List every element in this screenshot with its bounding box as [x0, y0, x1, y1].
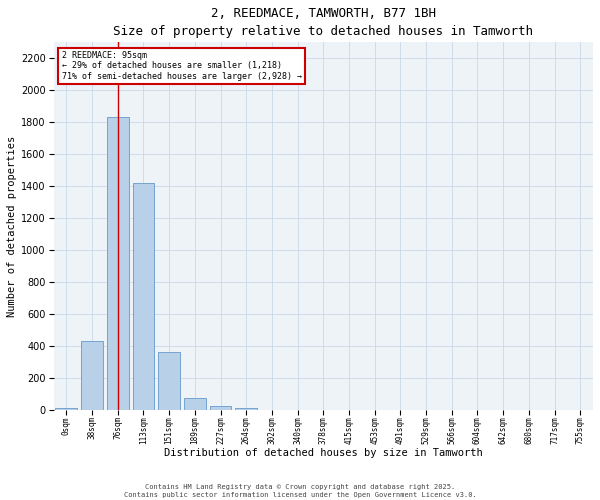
- Bar: [107, 117, 128, 410]
- Bar: [55, 408, 77, 410]
- Bar: [235, 408, 257, 410]
- Bar: [81, 341, 103, 410]
- Text: 2 REEDMACE: 95sqm
← 29% of detached houses are smaller (1,218)
71% of semi-detac: 2 REEDMACE: 95sqm ← 29% of detached hous…: [62, 51, 302, 81]
- Text: Contains HM Land Registry data © Crown copyright and database right 2025.
Contai: Contains HM Land Registry data © Crown c…: [124, 484, 476, 498]
- Bar: [209, 406, 232, 410]
- Title: 2, REEDMACE, TAMWORTH, B77 1BH
Size of property relative to detached houses in T: 2, REEDMACE, TAMWORTH, B77 1BH Size of p…: [113, 7, 533, 38]
- Bar: [158, 352, 180, 410]
- X-axis label: Distribution of detached houses by size in Tamworth: Distribution of detached houses by size …: [164, 448, 482, 458]
- Bar: [133, 182, 154, 410]
- Bar: [184, 398, 206, 410]
- Y-axis label: Number of detached properties: Number of detached properties: [7, 136, 17, 316]
